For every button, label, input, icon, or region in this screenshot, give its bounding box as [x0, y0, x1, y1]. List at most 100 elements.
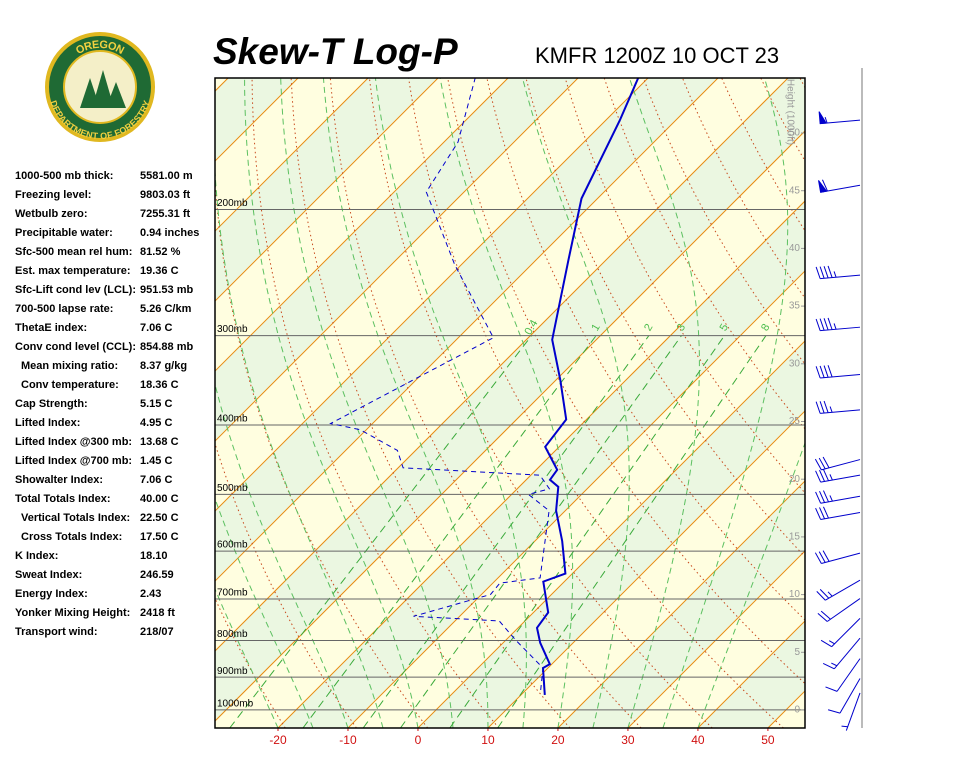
moist-adiabat — [322, 78, 489, 728]
barb-half — [829, 474, 833, 481]
dry-adiabat — [486, 78, 805, 621]
isotherm-band — [838, 78, 960, 728]
logo-top-text: OREGON — [74, 39, 126, 57]
stat-value: 854.88 mb — [140, 341, 193, 353]
temperature-line — [535, 78, 640, 695]
isotherm — [347, 270, 805, 728]
stat-value: 9803.03 ft — [140, 189, 190, 201]
logo-top: OREGON — [74, 39, 126, 57]
dry-adiabat — [877, 76, 960, 728]
isotherm — [215, 78, 579, 442]
stat-label: Yonker Mixing Height: — [15, 607, 130, 619]
isotherm — [215, 78, 649, 512]
stat-value: 18.36 C — [140, 379, 179, 391]
stats-table: 1000-500 mb thick: 5581.00 m Freezing leve… — [15, 170, 199, 638]
barb-staff — [820, 474, 861, 483]
stat-label: Conv temperature: — [21, 379, 119, 391]
stat-value: 7255.31 ft — [140, 208, 190, 220]
stat-label: Sfc-Lift cond lev (LCL): — [15, 284, 136, 296]
stat-label: Est. max temperature: — [15, 265, 131, 277]
barb-half — [841, 725, 848, 728]
barb-half — [827, 591, 833, 597]
stat-value: 5581.00 m — [140, 170, 193, 182]
stat-value: 0.94 inches — [140, 227, 199, 239]
height-tick-label: 15 — [789, 532, 801, 543]
dry-adiabat — [447, 78, 805, 685]
dry-adiabat — [215, 442, 357, 728]
wind-barb — [815, 469, 861, 483]
barb-half — [833, 323, 837, 330]
mixing-ratio-label: 1 — [589, 322, 602, 333]
stat-label: Total Totals Index: — [15, 493, 111, 505]
wind-barb — [818, 111, 861, 125]
x-tick-label: 0 — [415, 733, 422, 747]
wind-barb — [815, 400, 861, 414]
dry-adiabat — [799, 78, 805, 89]
barb-full — [819, 365, 825, 378]
dry-adiabat — [368, 78, 713, 728]
barb-staff — [826, 598, 861, 622]
wind-barb — [815, 265, 861, 280]
wind-barb — [822, 637, 861, 670]
x-tick-label: -10 — [339, 733, 357, 747]
barb-full — [822, 550, 830, 562]
height-tick-label: 5 — [794, 647, 800, 658]
y-tick-label: 800mb — [217, 629, 248, 640]
moist-adiabat — [662, 78, 789, 728]
stat-label: Cap Strength: — [15, 398, 88, 410]
dry-adiabat — [838, 76, 960, 728]
height-tick-label: 25 — [789, 416, 801, 427]
dry-adiabat — [916, 76, 960, 728]
barb-half — [828, 640, 835, 645]
barb-staff — [820, 274, 861, 280]
mixing-ratio-line — [497, 335, 767, 728]
wind-barb — [817, 598, 861, 622]
stat-label: Lifted Index @700 mb: — [15, 455, 132, 467]
y-tick-label: 500mb — [217, 483, 248, 494]
height-tick-label: 30 — [789, 358, 801, 369]
barb-full — [815, 318, 821, 331]
plot-frame — [214, 77, 806, 729]
x-tick-label: 20 — [551, 733, 565, 747]
barb-staff — [820, 374, 861, 379]
stat-value: 7.06 C — [140, 322, 172, 334]
y-tick-label: 200mb — [217, 198, 248, 209]
barb-full — [827, 709, 841, 714]
dry-adiabat — [215, 175, 429, 728]
isotherm — [215, 78, 369, 232]
logo: OREGON DEPARTMENT OF FORESTRY — [45, 32, 155, 142]
barb-full — [823, 400, 829, 413]
barb-full — [820, 639, 832, 648]
x-tick-label: 50 — [761, 733, 775, 747]
stat-label: Cross Totals Index: — [21, 531, 122, 543]
barb-full — [827, 265, 833, 278]
height-tick-label: 50 — [789, 128, 801, 139]
height-tick-label: 45 — [789, 185, 801, 196]
barb-full — [822, 662, 835, 670]
mixing-ratio-line — [229, 335, 532, 728]
barb-full — [817, 613, 828, 622]
moist-adiabat — [280, 78, 454, 728]
stat-value: 2418 ft — [140, 607, 175, 619]
plot-area — [215, 76, 960, 728]
stat-value: 5.15 C — [140, 398, 172, 410]
barb-full — [814, 458, 822, 471]
height-tick-label: 35 — [789, 301, 801, 312]
wind-barb — [814, 456, 861, 471]
stat-value: 19.36 C — [140, 265, 179, 277]
barb-staff — [820, 512, 861, 520]
mixing-ratio-line — [400, 335, 682, 728]
stat-label: Mean mixing ratio: — [21, 360, 118, 372]
barb-full — [822, 179, 828, 192]
isotherm — [215, 78, 439, 302]
barb-staff — [839, 678, 861, 714]
stat-label: Precipitable water: — [15, 227, 113, 239]
barb-full — [818, 457, 826, 470]
isotherm — [487, 410, 805, 728]
stat-label: K Index: — [15, 550, 58, 562]
isotherm — [277, 200, 805, 728]
stat-label: 1000-500 mb thick: — [15, 170, 113, 182]
barb-staff — [845, 692, 861, 731]
isotherm — [215, 130, 805, 722]
